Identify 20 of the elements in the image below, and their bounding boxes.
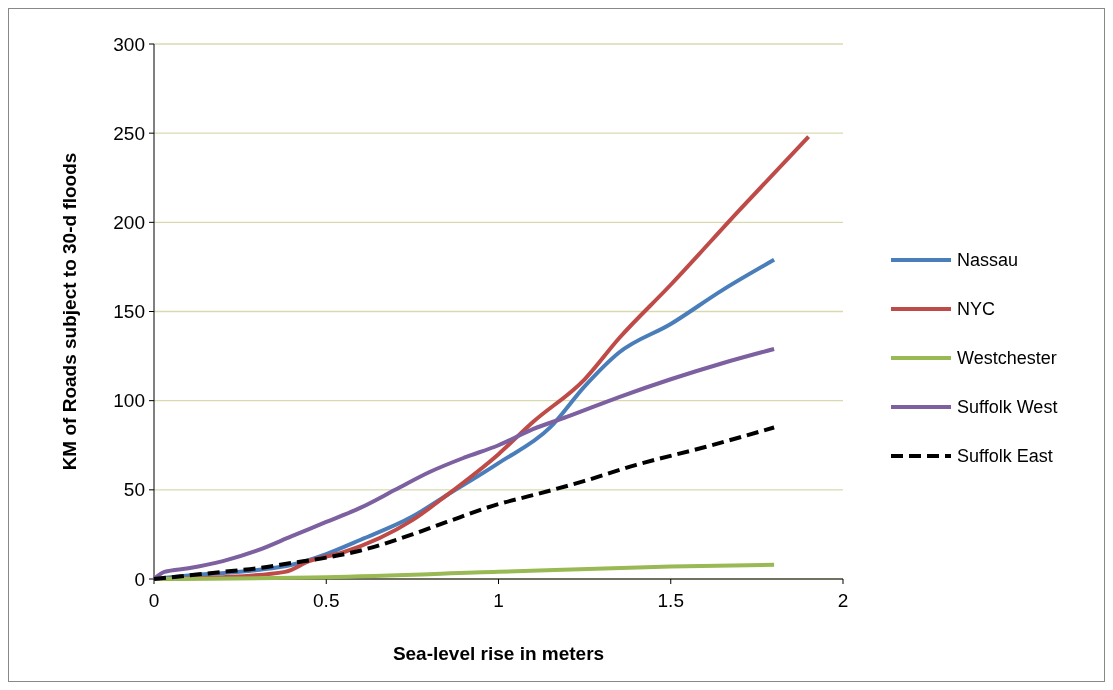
y-tick-label: 0 xyxy=(134,568,145,590)
y-tick-label: 50 xyxy=(123,479,145,501)
x-tick-label: 1.5 xyxy=(657,590,684,611)
y-tick-label: 100 xyxy=(113,390,145,412)
x-tick-label: 1 xyxy=(493,590,504,611)
y-tick-label: 300 xyxy=(113,33,145,55)
legend-label: NYC xyxy=(957,299,996,320)
legend-label: Suffolk West xyxy=(957,397,1058,418)
y-axis-title: KM of Roads subject to 30-d floods xyxy=(59,152,80,471)
x-tick-label: 2 xyxy=(837,590,849,611)
x-axis-title: Sea-level rise in meters xyxy=(392,643,605,664)
legend-label: Westchester xyxy=(957,348,1057,369)
legend-label: Nassau xyxy=(957,250,1019,271)
y-tick-label: 200 xyxy=(113,211,145,233)
y-tick-label: 250 xyxy=(113,122,145,144)
y-tick-label: 150 xyxy=(113,301,145,323)
x-tick-label: 0 xyxy=(148,590,160,611)
legend-label: Suffolk East xyxy=(957,446,1053,467)
line-series xyxy=(152,346,777,581)
x-tick-label: 0.5 xyxy=(313,590,340,611)
